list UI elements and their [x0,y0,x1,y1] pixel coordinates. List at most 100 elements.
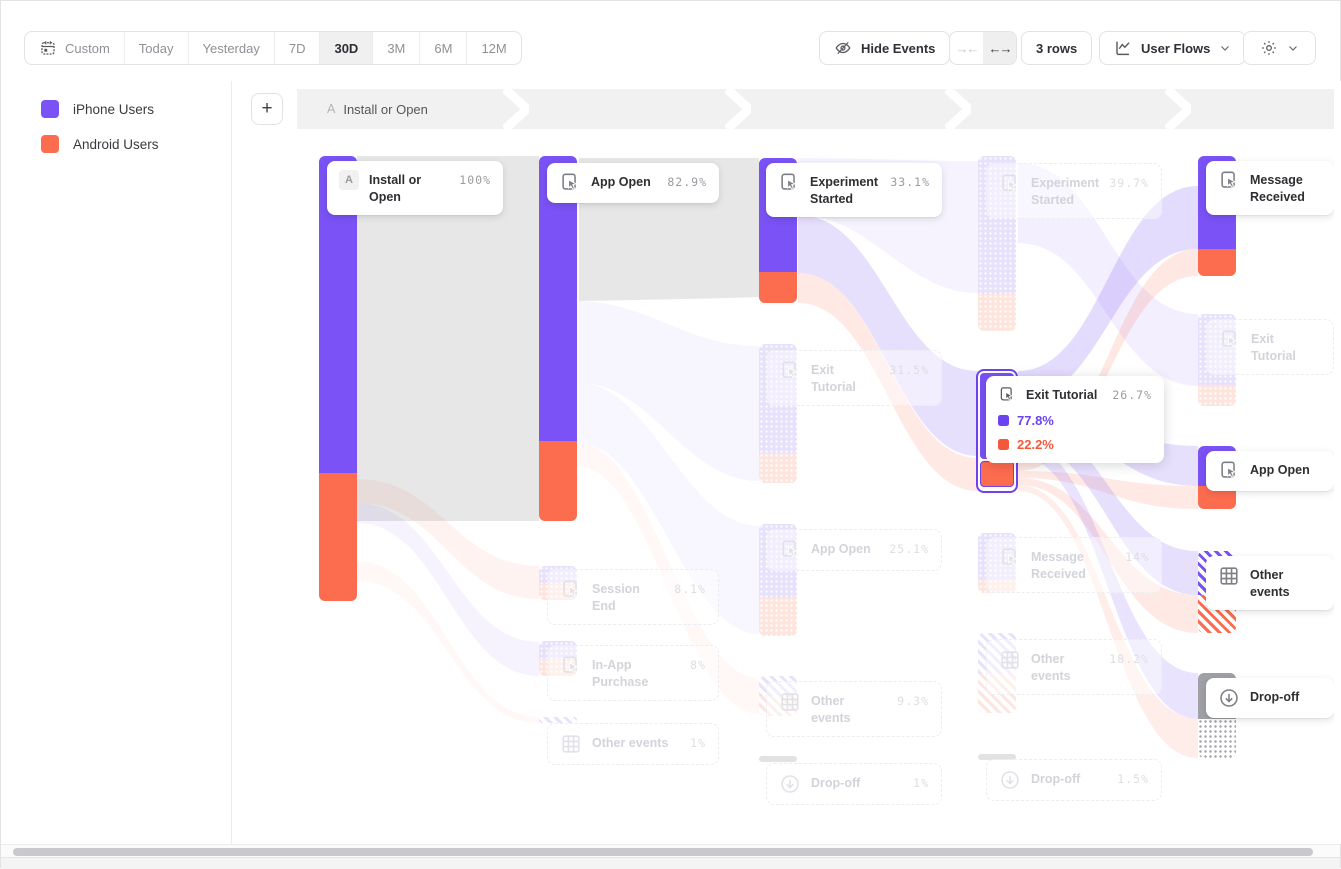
android-breakdown-row: 22.2% [998,437,1152,452]
node-label: Other events [1031,652,1071,683]
date-range-30d-selected[interactable]: 30D [319,32,373,64]
date-range-label: Yesterday [202,40,260,56]
node-label: App Open [591,175,651,189]
flow-node-drop-off[interactable]: Drop-off [1206,678,1334,718]
flow-node-message-received[interactable]: Message Received [1206,161,1334,215]
node-percent: 25.1% [889,542,929,556]
event-click-icon [559,172,581,194]
legend-item-android-users[interactable]: Android Users [41,135,159,153]
footer-bar [1,857,1340,869]
breadcrumb[interactable]: A Install or Open [297,89,1334,129]
node-label: App Open [811,542,871,556]
android-segment [980,461,1014,487]
date-range-label: 7D [288,40,306,56]
add-step-button[interactable]: + [251,93,283,125]
node-label: Drop-off [1031,772,1081,786]
flow-node-app-open[interactable]: App Open [1206,451,1334,491]
event-click-icon [998,386,1016,404]
flow-node-experiment-started[interactable]: Experiment Started 33.1% [766,163,942,217]
node-bar-experiment-started[interactable] [978,156,1016,331]
event-click-icon [999,173,1021,195]
flow-node-message-received[interactable]: Message Received 14% [986,537,1162,593]
flow-node-other-events[interactable]: Other events [1206,556,1334,610]
flow-node-app-open[interactable]: App Open 82.9% [547,163,719,203]
node-percent: 33.1% [890,175,930,189]
flow-node-other-events[interactable]: Other events 18.2% [986,639,1162,695]
event-click-icon [778,172,800,194]
node-label: Message Received [1250,173,1305,204]
event-click-icon [560,579,582,601]
node-label: Session End [592,582,640,613]
iphone-users-swatch [41,100,59,118]
plus-icon: + [261,98,273,119]
flow-node-exit-tutorial-tooltip[interactable]: Exit Tutorial 26.7% 77.8% 22.2% [986,376,1164,463]
node-label: Other events [592,736,669,750]
view-selector-label: User Flows [1141,40,1211,56]
node-bar-session-end[interactable] [539,566,577,600]
horizontal-scrollbar-thumb[interactable] [13,848,1313,856]
node-percent: 9.3% [897,694,929,708]
flow-node-in-app-purchase[interactable]: In-App Purchase 8% [547,645,719,701]
horizontal-scrollbar-track[interactable] [1,844,1340,857]
event-click-icon [1218,170,1240,192]
collapse-columns-button[interactable]: →← [950,32,983,64]
event-click-icon [560,655,582,677]
legend-label: iPhone Users [73,101,155,117]
node-bar-app-open[interactable] [759,524,797,636]
flow-node-other-events[interactable]: Other events 9.3% [766,681,942,737]
node-bar-drop-off[interactable] [978,754,1016,760]
flow-node-other-events[interactable]: Other events 1% [547,723,719,765]
date-range-6m[interactable]: 6M [419,32,466,64]
rows-count-label: 3 rows [1036,40,1078,56]
date-range-12m[interactable]: 12M [466,32,520,64]
flow-node-session-end[interactable]: Session End 8.1% [547,569,719,625]
node-bar-exit-tutorial[interactable] [759,344,797,483]
breadcrumb-step-label: Install or Open [343,101,428,117]
flow-node-install-or-open[interactable]: A Install or Open 100% [327,161,503,215]
node-percent: 14% [1125,550,1149,564]
node-bar-drop-off[interactable] [759,756,797,762]
date-range-7d[interactable]: 7D [273,32,320,64]
series-legend: iPhone Users Android Users [41,100,159,170]
date-range-label: 6M [434,40,453,56]
drop-off-icon [779,773,801,795]
date-range-3m[interactable]: 3M [372,32,419,64]
node-percent: 1% [913,776,929,790]
view-selector-button[interactable]: User Flows [1099,31,1247,65]
hide-events-button[interactable]: Hide Events [819,31,951,65]
flow-node-exit-tutorial[interactable]: Exit Tutorial [1206,319,1334,375]
flow-node-app-open[interactable]: App Open 25.1% [766,529,942,571]
android-swatch [998,439,1009,450]
chevron-down-icon [1219,42,1231,54]
node-bar-install-or-open[interactable] [319,156,357,601]
other-events-grid-icon [560,733,582,755]
flow-node-drop-off[interactable]: Drop-off 1.5% [986,759,1162,801]
date-range-group: Custom Today Yesterday 7D 30D 3M 6M 12M [24,31,522,65]
date-range-today[interactable]: Today [123,32,188,64]
iphone-swatch [998,415,1009,426]
date-range-custom[interactable]: Custom [25,32,124,64]
toolbar: Custom Today Yesterday 7D 30D 3M 6M 12M … [1,1,1340,81]
other-events-grid-icon [1218,565,1240,587]
date-range-label: 3M [387,40,406,56]
node-bar-other-events[interactable] [539,717,577,723]
expand-columns-button[interactable]: ←→ [983,32,1016,64]
breadcrumb-chevron-icon [1165,89,1191,129]
breadcrumb-chevron-icon [725,89,751,129]
event-a-badge: A [339,170,359,190]
node-percent: 18.2% [1109,652,1149,666]
other-events-grid-icon [779,691,801,713]
legend-item-iphone-users[interactable]: iPhone Users [41,100,159,118]
flow-node-experiment-started[interactable]: Experiment Started 39.7% [986,163,1162,219]
flow-node-exit-tutorial[interactable]: Exit Tutorial 31.5% [766,350,942,406]
breadcrumb-chevron-icon [945,89,971,129]
date-range-yesterday[interactable]: Yesterday [187,32,274,64]
rows-count-button[interactable]: 3 rows [1021,31,1093,65]
node-label: Drop-off [811,776,861,790]
node-bar-app-open[interactable] [539,156,577,521]
flow-node-drop-off[interactable]: Drop-off 1% [766,763,942,805]
settings-button[interactable] [1243,31,1316,65]
legend-label: Android Users [73,136,159,152]
event-click-icon [779,360,801,382]
drop-off-icon [999,769,1021,791]
